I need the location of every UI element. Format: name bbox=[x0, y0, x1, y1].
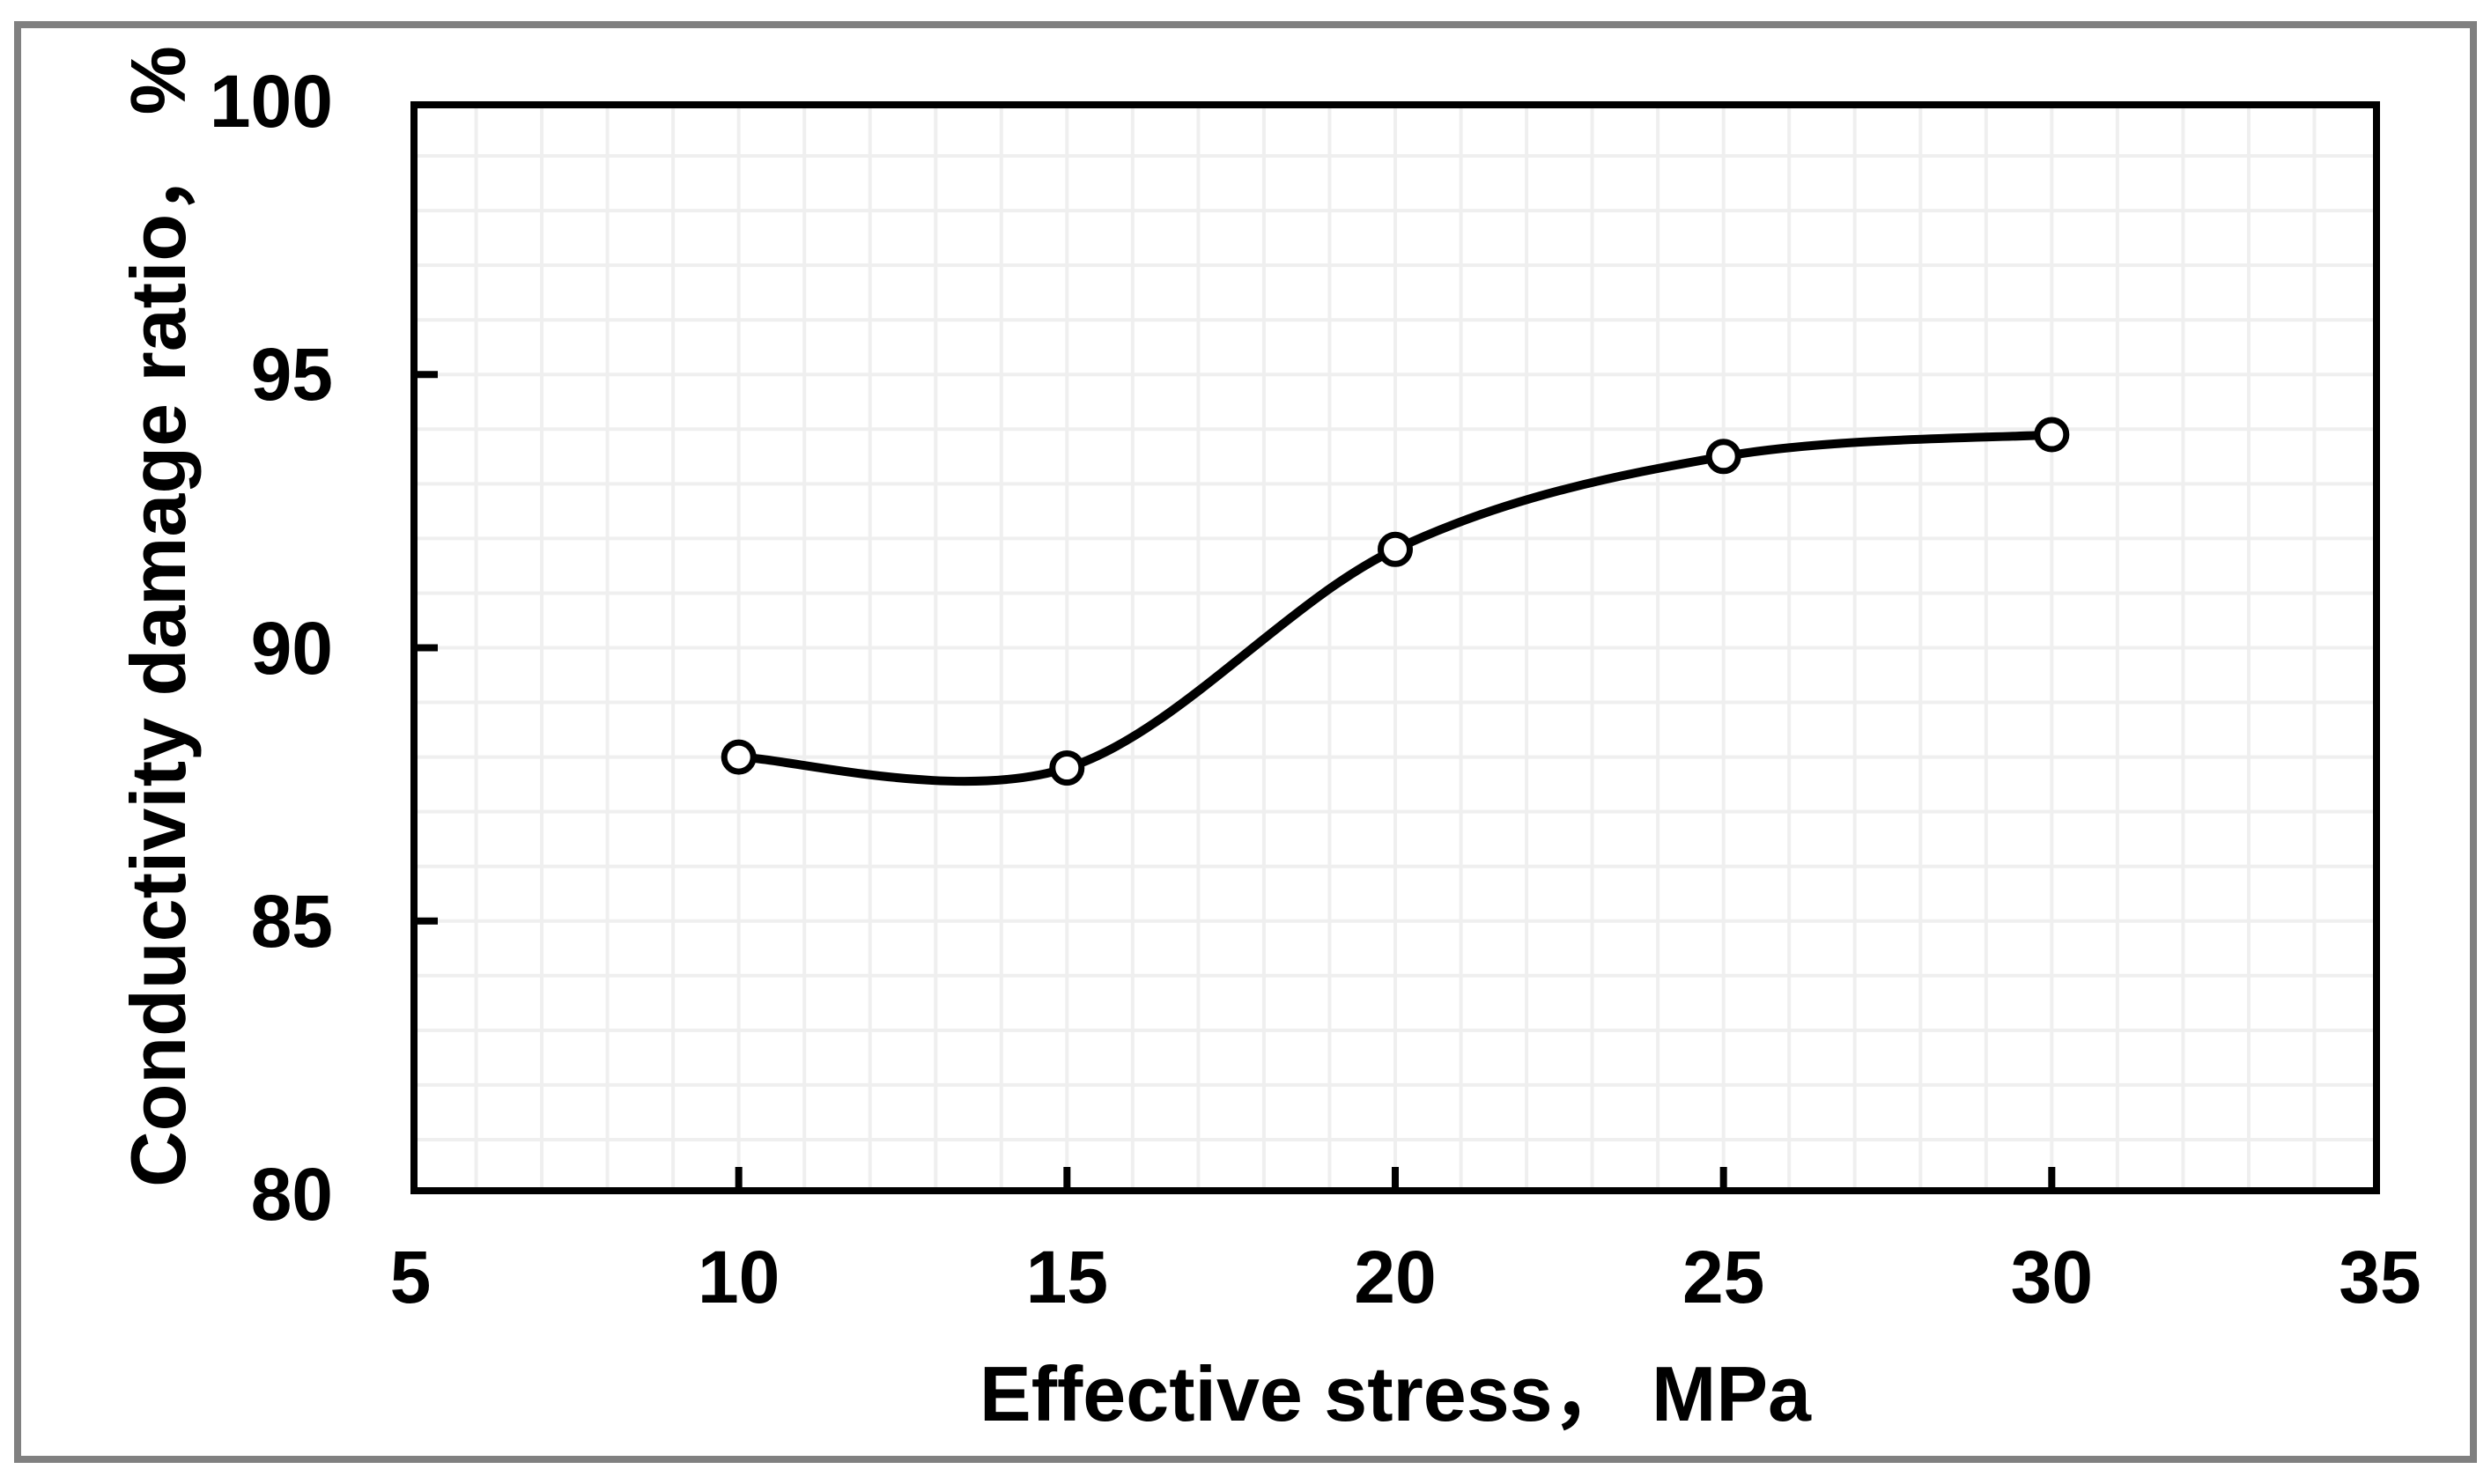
x-tick-label-10: 10 bbox=[697, 1236, 780, 1318]
y-tick-label-80: 80 bbox=[250, 1153, 333, 1236]
x-tick-label-35: 35 bbox=[2339, 1236, 2421, 1318]
y-tick-label-95: 95 bbox=[250, 333, 333, 417]
data-point-markers bbox=[721, 417, 2070, 786]
x-axis-title: Effective stress， MPa bbox=[979, 1350, 1811, 1437]
x-tick-label-20: 20 bbox=[1354, 1236, 1437, 1318]
x-tick-label-15: 15 bbox=[1025, 1236, 1109, 1318]
plot-frame bbox=[410, 101, 2380, 1194]
x-tick-label-5: 5 bbox=[389, 1236, 432, 1318]
data-point-marker bbox=[2034, 417, 2070, 453]
data-point-marker bbox=[1049, 750, 1085, 786]
data-point-marker bbox=[721, 739, 757, 775]
data-point-marker bbox=[1378, 531, 1413, 567]
x-tick-label-30: 30 bbox=[2010, 1236, 2094, 1318]
x-tick-label-25: 25 bbox=[1682, 1236, 1765, 1318]
figure-border bbox=[14, 21, 2477, 1463]
y-tick-label-85: 85 bbox=[250, 879, 333, 963]
y-tick-label-100: 100 bbox=[209, 60, 333, 143]
y-tick-label-90: 90 bbox=[250, 606, 333, 690]
plot-area bbox=[410, 101, 2380, 1194]
minor-gridlines bbox=[414, 105, 2376, 1191]
axis-tick-marks bbox=[414, 371, 2056, 1191]
y-axis-title: Conductivity damage ratio， % bbox=[115, 46, 202, 1187]
data-point-marker bbox=[1705, 439, 1741, 475]
